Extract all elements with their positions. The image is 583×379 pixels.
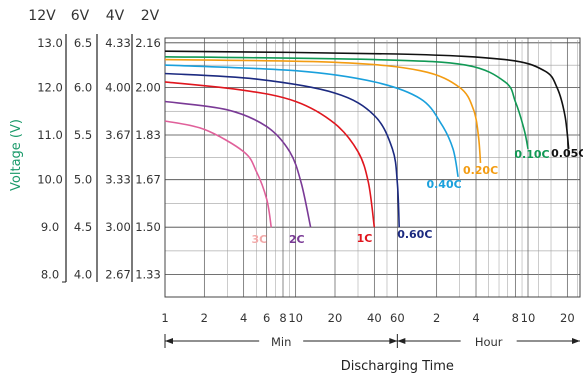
- y-tick-label: 2.67: [105, 268, 131, 282]
- y-tick-label: 13.0: [37, 36, 63, 50]
- y-scale-header: 4V: [106, 8, 125, 24]
- y-axis-label: Voltage (V): [9, 119, 24, 191]
- y-tick-label: 3.33: [105, 173, 131, 187]
- y-tick-label: 1.50: [135, 220, 161, 234]
- y-tick-label: 4.33: [105, 36, 131, 50]
- x-tick-label: 10: [288, 311, 303, 325]
- y-tick-label: 5.0: [74, 173, 92, 187]
- grid: [164, 37, 581, 298]
- curve-label: 0.60C: [397, 228, 432, 241]
- y-scale-header: 12V: [28, 8, 56, 24]
- arrowhead: [572, 338, 580, 344]
- arrowhead: [165, 338, 173, 344]
- arrowhead: [389, 338, 398, 344]
- y-scales: 12V 6V 4V 2V 13.0 12.0 11.0 10.0 9.0 8.0 6.5 6.0 5.5…: [28, 8, 161, 283]
- curve-label: 3C: [251, 233, 267, 246]
- y-tick-label: 11.0: [37, 128, 63, 142]
- y-tick-label: 4.00: [105, 80, 131, 94]
- curve-label: 2C: [289, 233, 305, 246]
- y-tick-label: 1.33: [135, 268, 161, 282]
- x-tick-label: 4: [472, 311, 479, 325]
- arrowhead: [397, 338, 406, 344]
- y-tick-label: 4.0: [74, 268, 92, 282]
- y-tick-label: 1.83: [135, 128, 161, 142]
- y-tick-label: 6.5: [74, 36, 92, 50]
- y-scale-header: 6V: [71, 8, 90, 24]
- x-tick-label: 8: [512, 311, 519, 325]
- y-tick-label: 5.5: [74, 128, 92, 142]
- y-tick-label: 10.0: [37, 173, 63, 187]
- x-tick-label: 8: [279, 311, 286, 325]
- x-tick-label: 4: [240, 311, 247, 325]
- x-tick-label: 20: [328, 311, 343, 325]
- curve-label: 0.40C: [426, 178, 461, 191]
- x-tick-label: 2: [201, 311, 208, 325]
- curve-label: 1C: [357, 232, 373, 245]
- x-tick-label: 2: [433, 311, 440, 325]
- y-tick-label: 3.00: [105, 220, 131, 234]
- y-tick-label: 6.0: [74, 80, 92, 94]
- curve-0.05C: [164, 50, 570, 149]
- curve-label: 0.05C: [551, 147, 583, 160]
- y-tick-label: 2.00: [135, 80, 161, 94]
- curve-label: 0.20C: [463, 164, 498, 177]
- x-tick-label: 6: [263, 311, 270, 325]
- x-tick-label: 60: [390, 311, 405, 325]
- y-tick-label: 1.67: [135, 173, 161, 187]
- y-tick-label: 9.0: [41, 220, 59, 234]
- y-tick-label: 4.5: [74, 220, 92, 234]
- y-tick-label: 2.16: [135, 36, 161, 50]
- curve-0.20C: [164, 58, 482, 163]
- y-tick-label: 8.0: [41, 268, 59, 282]
- plot-frame: [164, 37, 581, 298]
- label-bg: [460, 333, 517, 349]
- x-tick-label: 10: [521, 311, 536, 325]
- x-tick-label: 40: [367, 311, 382, 325]
- x-axis-label: Discharging Time: [341, 359, 454, 374]
- x-unit-hour: Hour: [475, 335, 503, 349]
- curve-0.40C: [164, 64, 459, 178]
- curve-1C: [164, 81, 376, 228]
- x-unit-min: Min: [271, 335, 291, 349]
- y-tick-label: 3.67: [105, 128, 131, 142]
- x-tick-label: 20: [560, 311, 575, 325]
- y-scale-header: 2V: [141, 8, 160, 24]
- curve-0.60C: [164, 72, 400, 228]
- curve-3C: [164, 120, 272, 228]
- y-tick-label: 12.0: [37, 80, 63, 94]
- x-tick-label: 1: [161, 311, 168, 325]
- curve-2C: [164, 100, 312, 228]
- curve-0.10C: [164, 56, 529, 150]
- label-bg: [259, 333, 304, 349]
- curve-label: 0.10C: [514, 148, 549, 161]
